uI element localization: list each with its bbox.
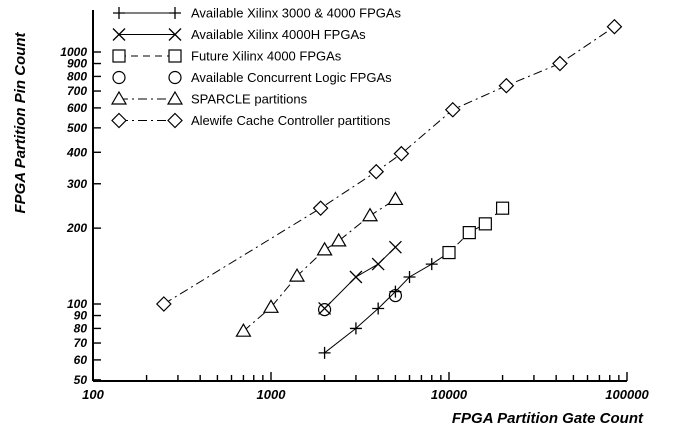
series-5 [235, 191, 404, 337]
data-point-plus [403, 270, 416, 283]
series-line [163, 26, 615, 305]
legend-marker [167, 112, 183, 129]
legend-marker [113, 7, 125, 19]
legend-entry: Alewife Cache Controller partitions [111, 112, 391, 129]
data-point-diamond [444, 101, 461, 118]
y-tick-label: 900 [67, 57, 87, 71]
series-line [448, 207, 503, 253]
y-tick-label: 500 [67, 121, 87, 135]
series-4 [317, 288, 403, 317]
legend-marker [168, 28, 182, 41]
series-2 [318, 240, 402, 315]
series-3 [442, 201, 510, 260]
legend-marker [110, 90, 128, 105]
series-6 [155, 18, 623, 312]
legend: Available Xilinx 3000 & 4000 FPGAs Availa… [110, 6, 402, 129]
data-point-diamond [552, 55, 568, 72]
legend-entry: Available Concurrent Logic FPGAs [112, 70, 392, 85]
y-tick-label: 1000 [60, 45, 87, 59]
legend-marker [169, 7, 181, 19]
x-tick-label: 1000 [257, 387, 287, 402]
data-point-diamond [393, 145, 410, 162]
x-tick-label: 100000 [605, 387, 649, 402]
data-point-circle [388, 288, 403, 303]
y-tick-label: 400 [66, 145, 87, 159]
y-tick-label: 80 [74, 321, 88, 335]
x-tick-label: 10000 [431, 387, 468, 402]
series-line [324, 246, 396, 309]
data-point-plus [349, 322, 362, 335]
data-point-triangle [235, 323, 252, 337]
legend-entry: Future Xilinx 4000 FPGAs [112, 49, 342, 64]
x-axis-title: FPGA Partition Gate Count [452, 410, 644, 427]
x-tick-label: 100 [82, 387, 104, 402]
data-point-square [442, 245, 456, 260]
data-point-cross [388, 240, 402, 254]
legend-label: Available Xilinx 4000H FPGAs [191, 27, 366, 42]
legend-label: Available Xilinx 3000 & 4000 FPGAs [191, 6, 402, 21]
data-point-plus [318, 346, 331, 359]
legend-marker [112, 28, 126, 41]
y-tick-label: 600 [67, 101, 87, 115]
data-point-plus [372, 302, 385, 315]
y-tick-label: 200 [66, 221, 87, 235]
data-point-square [495, 201, 510, 215]
legend-label: Available Concurrent Logic FPGAs [191, 70, 392, 85]
data-point-triangle [330, 232, 347, 247]
y-tick-label: 60 [74, 353, 88, 367]
data-point-triangle [288, 267, 306, 282]
data-point-triangle [262, 299, 280, 313]
legend-label: Future Xilinx 4000 FPGAs [191, 49, 342, 64]
legend-entry: Available Xilinx 3000 & 4000 FPGAs [113, 6, 402, 21]
y-tick-label: 300 [67, 177, 87, 191]
legend-marker [112, 49, 126, 63]
data-point-plus [425, 258, 438, 271]
y-tick-label: 70 [74, 336, 88, 350]
y-tick-label: 100 [67, 297, 87, 311]
legend-marker [112, 70, 126, 85]
data-point-triangle [361, 207, 379, 222]
data-point-diamond [498, 77, 515, 94]
series-line [324, 252, 450, 354]
data-point-diamond [368, 163, 385, 180]
legend-marker [111, 112, 127, 129]
data-point-circle [317, 303, 332, 317]
data-point-square [462, 226, 476, 240]
y-tick-label: 90 [74, 309, 88, 323]
legend-label: Alewife Cache Controller partitions [191, 113, 391, 128]
data-point-diamond [155, 296, 172, 312]
data-point-diamond [606, 18, 623, 35]
series-1 [318, 246, 455, 359]
y-tick-label: 700 [67, 84, 87, 98]
data-point-triangle [316, 241, 333, 256]
legend-marker [168, 70, 182, 85]
data-point-cross [371, 257, 385, 271]
legend-marker [168, 49, 182, 63]
legend-label: SPARCLE partitions [191, 92, 308, 107]
y-tick-label: 50 [74, 373, 88, 387]
y-tick-label: 800 [67, 69, 87, 83]
legend-entry: Available Xilinx 4000H FPGAs [112, 27, 366, 42]
data-point-cross [349, 270, 363, 284]
plot-area [155, 18, 623, 359]
legend-marker [166, 90, 184, 105]
legend-entry: SPARCLE partitions [110, 90, 308, 107]
data-point-cross [318, 302, 332, 315]
y-axis-title: FPGA Partition Pin Count [12, 31, 29, 213]
axes: 100 1000 10000 1000005060708090100200300400… [60, 10, 649, 402]
data-point-square [478, 217, 492, 231]
data-point-diamond [312, 200, 329, 217]
data-point-triangle [387, 191, 404, 206]
